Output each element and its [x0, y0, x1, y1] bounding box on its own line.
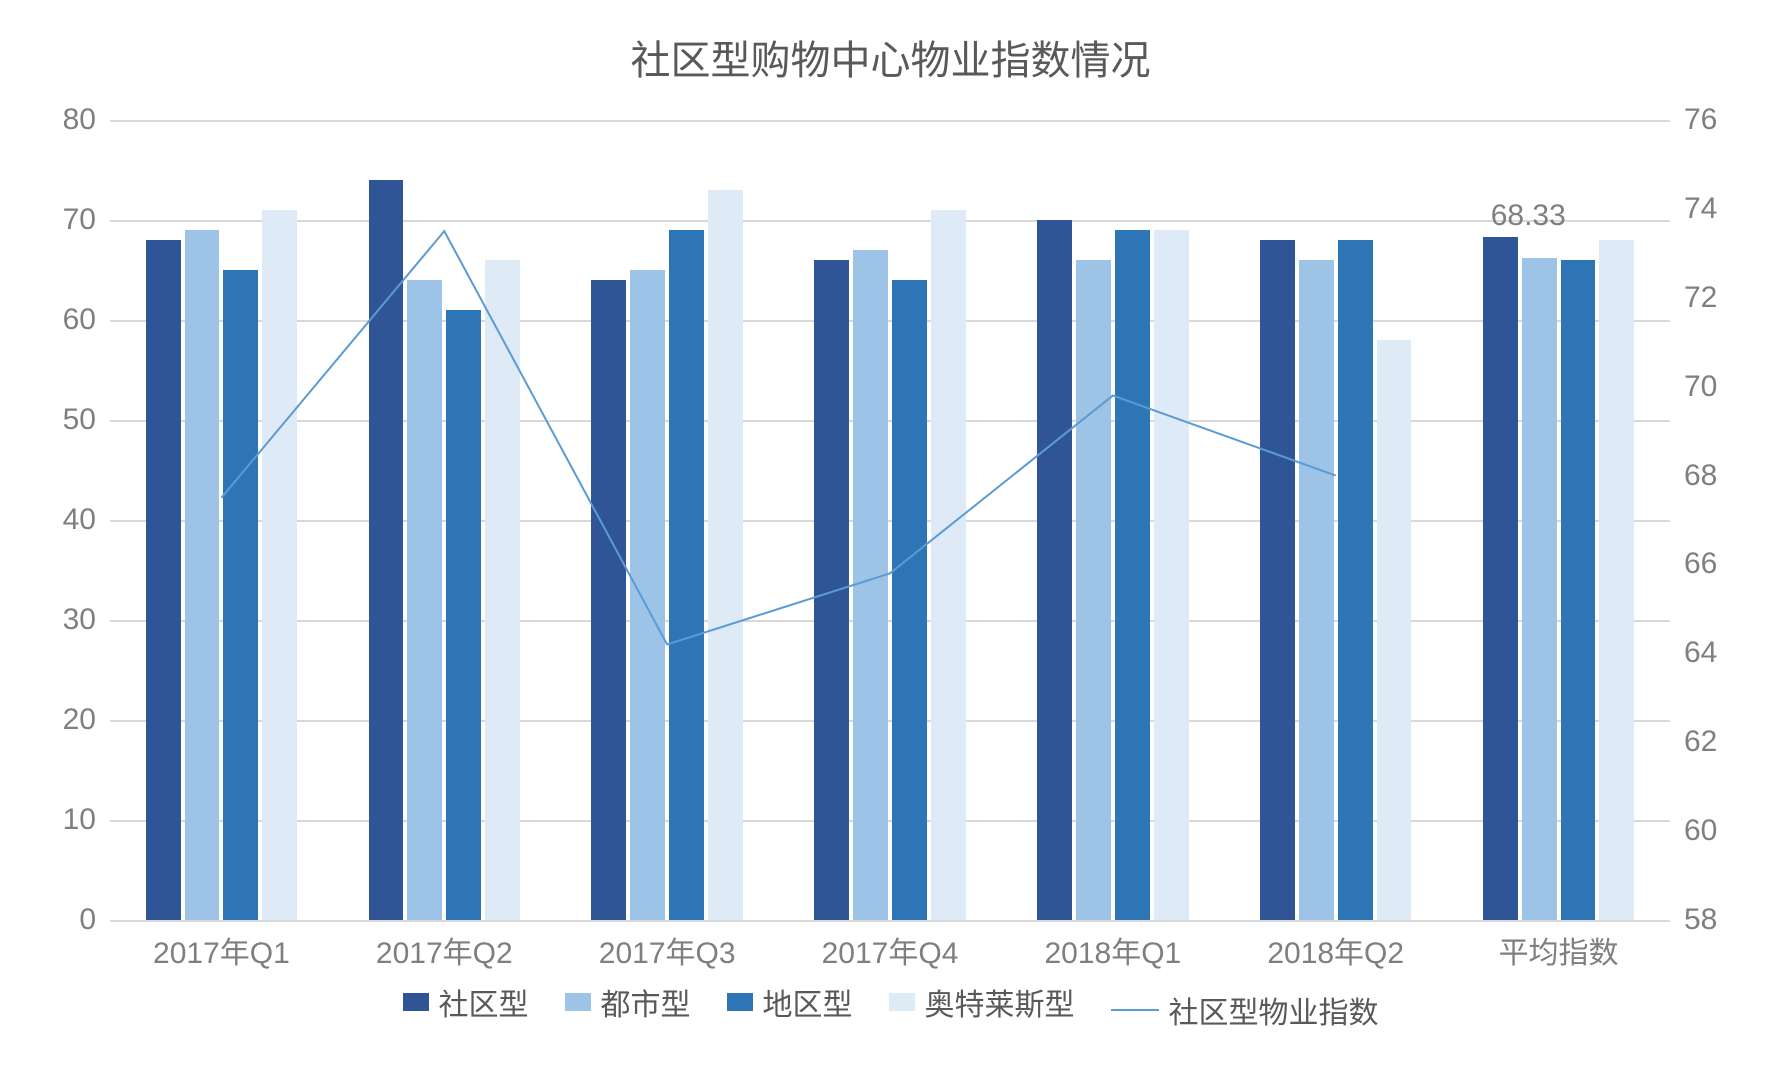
bar: [485, 260, 520, 920]
legend-label: 社区型: [439, 980, 529, 1024]
gridline: [110, 320, 1670, 322]
gridline: [110, 420, 1670, 422]
y-left-tick-label: 40: [63, 503, 96, 537]
bar: [1377, 340, 1412, 920]
legend-swatch: [565, 993, 591, 1011]
bar: [1522, 258, 1557, 920]
bar: [853, 250, 888, 920]
legend-swatch: [727, 993, 753, 1011]
x-tick-label: 2018年Q1: [1044, 928, 1181, 972]
legend-item: 都市型: [565, 980, 691, 1024]
y-right-tick-label: 64: [1684, 636, 1717, 670]
x-tick-label: 2017年Q2: [376, 928, 513, 972]
bar: [223, 270, 258, 920]
legend-item: 社区型物业指数: [1111, 988, 1379, 1032]
bar: [1037, 220, 1072, 920]
legend-swatch: [889, 993, 915, 1011]
legend-label: 奥特莱斯型: [925, 980, 1075, 1024]
y-left-tick-label: 70: [63, 203, 96, 237]
gridline: [110, 920, 1670, 922]
y-right-tick-label: 60: [1684, 814, 1717, 848]
legend-label: 社区型物业指数: [1169, 988, 1379, 1032]
x-tick-label: 平均指数: [1499, 928, 1619, 972]
y-right-tick-label: 74: [1684, 192, 1717, 226]
gridline: [110, 720, 1670, 722]
gridline: [110, 520, 1670, 522]
gridline: [110, 220, 1670, 222]
bar: [369, 180, 404, 920]
bar: [1076, 260, 1111, 920]
bar: [1115, 230, 1150, 920]
y-left-tick-label: 60: [63, 303, 96, 337]
y-right-tick-label: 70: [1684, 370, 1717, 404]
y-right-tick-label: 72: [1684, 281, 1717, 315]
bar: [1483, 237, 1518, 920]
legend-line-icon: [1111, 1009, 1159, 1011]
bar: [262, 210, 297, 920]
bar: [669, 230, 704, 920]
y-right-tick-label: 66: [1684, 547, 1717, 581]
y-left-tick-label: 10: [63, 803, 96, 837]
legend-label: 都市型: [601, 980, 691, 1024]
bar: [1599, 240, 1634, 920]
gridline: [110, 620, 1670, 622]
y-right-tick-label: 58: [1684, 903, 1717, 937]
y-left-tick-label: 0: [79, 903, 96, 937]
legend-swatch: [403, 993, 429, 1011]
bar: [708, 190, 743, 920]
bar: [185, 230, 220, 920]
bar: [931, 210, 966, 920]
legend-item: 社区型: [403, 980, 529, 1024]
y-left-tick-label: 30: [63, 603, 96, 637]
y-left-tick-label: 50: [63, 403, 96, 437]
bar: [1338, 240, 1373, 920]
gridline: [110, 820, 1670, 822]
x-tick-label: 2017年Q3: [599, 928, 736, 972]
x-tick-label: 2017年Q4: [822, 928, 959, 972]
y-left-tick-label: 20: [63, 703, 96, 737]
bar: [892, 280, 927, 920]
legend-item: 奥特莱斯型: [889, 980, 1075, 1024]
x-tick-label: 2017年Q1: [153, 928, 290, 972]
y-right-tick-label: 68: [1684, 459, 1717, 493]
legend-label: 地区型: [763, 980, 853, 1024]
legend: 社区型 都市型 地区型 奥特莱斯型 社区型物业指数: [0, 980, 1781, 1032]
y-left-tick-label: 80: [63, 103, 96, 137]
chart-title: 社区型购物中心物业指数情况: [0, 28, 1781, 86]
plot-area: [110, 120, 1670, 920]
bar: [146, 240, 181, 920]
y-right-tick-label: 76: [1684, 103, 1717, 137]
bar: [814, 260, 849, 920]
x-tick-label: 2018年Q2: [1267, 928, 1404, 972]
bar: [1154, 230, 1189, 920]
bar: [446, 310, 481, 920]
bar: [591, 280, 626, 920]
bar: [1561, 260, 1596, 920]
bar: [630, 270, 665, 920]
legend-item: 地区型: [727, 980, 853, 1024]
bar: [1260, 240, 1295, 920]
chart-container: 社区型购物中心物业指数情况 社区型 都市型 地区型 奥特莱斯型 社区型物业指数 0 10 2…: [0, 0, 1781, 1068]
bar: [407, 280, 442, 920]
y-right-tick-label: 62: [1684, 725, 1717, 759]
bar: [1299, 260, 1334, 920]
gridline: [110, 120, 1670, 122]
bar-data-label: 68.33: [1491, 199, 1566, 233]
